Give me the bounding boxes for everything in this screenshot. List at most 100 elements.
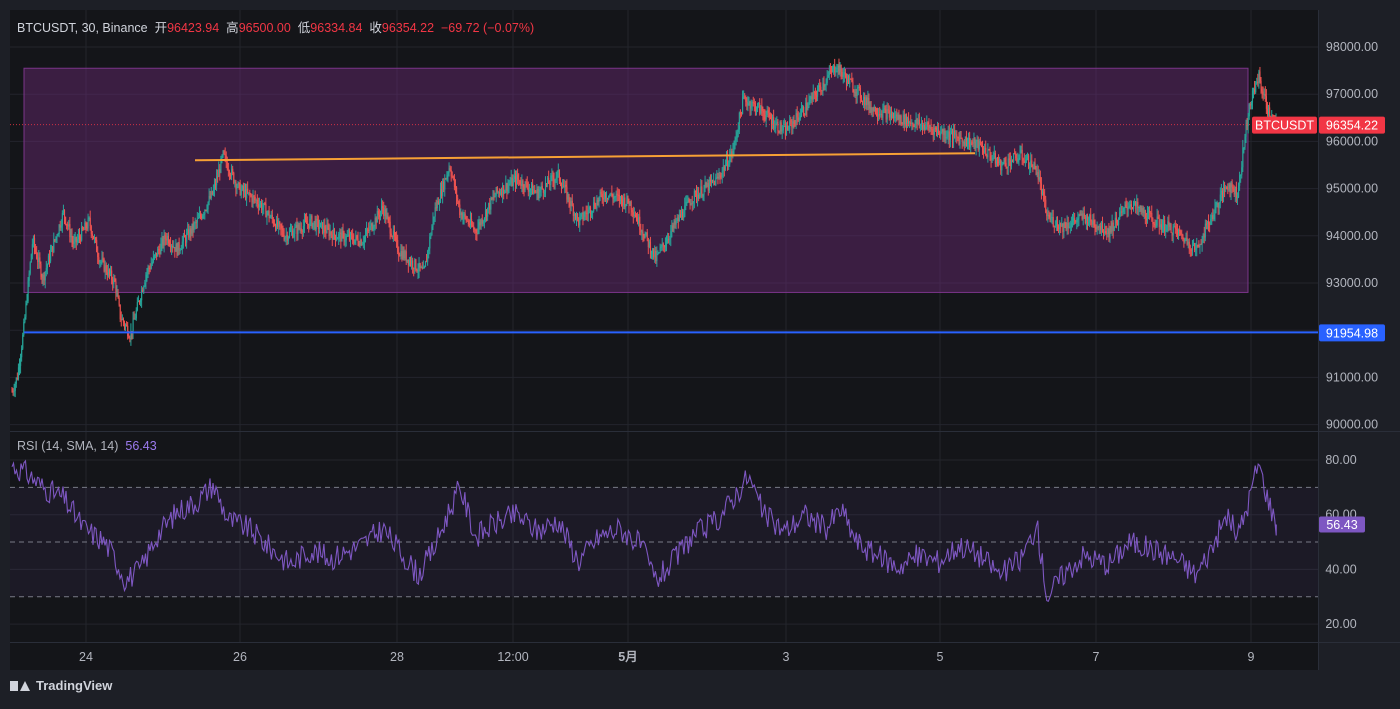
candle-body — [863, 96, 865, 102]
candle-body — [84, 222, 86, 230]
candle-body — [1126, 206, 1128, 210]
candle-body — [82, 227, 84, 230]
candle-body — [372, 228, 374, 231]
candle-body — [728, 164, 730, 167]
candle-body — [685, 202, 687, 206]
candle-body — [569, 202, 571, 207]
candle-body — [487, 207, 489, 217]
candle-body — [789, 120, 791, 130]
rsi-label[interactable]: RSI (14, SMA, 14) — [17, 439, 119, 453]
candle-body — [919, 124, 921, 126]
candle-body — [310, 216, 312, 219]
candle-body — [677, 217, 679, 222]
candle-body — [371, 223, 373, 231]
candle-body — [403, 251, 405, 259]
candle-body — [1100, 221, 1103, 230]
candle-body — [813, 91, 815, 93]
candle-body — [618, 194, 620, 202]
candle-body — [606, 198, 608, 200]
candle-body — [594, 202, 596, 208]
candle-body — [1073, 218, 1075, 222]
candle-body — [367, 229, 369, 231]
candle-body — [450, 170, 452, 177]
candle-body — [681, 211, 683, 218]
candle-body — [215, 183, 217, 186]
candle-body — [266, 213, 268, 218]
candle-body — [890, 113, 893, 118]
candle-body — [818, 85, 820, 91]
candle-body — [758, 103, 760, 105]
candle-body — [257, 204, 259, 208]
candle-body — [916, 119, 918, 124]
candle-body — [255, 199, 257, 201]
candle-body — [924, 124, 926, 130]
candle-body — [497, 191, 499, 193]
candle-body — [946, 136, 948, 138]
candle-body — [220, 157, 222, 173]
candle-body — [91, 234, 93, 237]
candle-body — [701, 186, 703, 197]
candle-body — [306, 220, 308, 224]
candle-body — [496, 187, 498, 193]
candle-body — [1232, 187, 1234, 189]
candle-body — [716, 176, 718, 178]
candle-body — [1144, 210, 1146, 219]
candle-body — [346, 235, 348, 237]
candle-body — [731, 151, 733, 156]
candle-body — [1052, 217, 1054, 226]
symbol-label[interactable]: BTCUSDT, 30, Binance — [17, 21, 148, 35]
candle-body — [998, 161, 1000, 164]
candle-body — [1183, 239, 1185, 243]
candle-body — [105, 265, 107, 273]
candle-body — [1030, 160, 1032, 168]
candle-body — [1238, 185, 1240, 198]
candle-body — [1266, 108, 1269, 115]
candle-body — [1178, 229, 1180, 236]
candle-body — [1262, 91, 1264, 95]
candle-body — [325, 231, 327, 233]
candle-body — [488, 203, 490, 208]
candle-body — [1109, 226, 1111, 237]
candle-body — [1259, 71, 1261, 81]
candle-body — [864, 96, 866, 106]
candle-body — [1201, 242, 1203, 245]
candle-body — [207, 202, 209, 210]
candle-body — [130, 331, 132, 339]
candle-body — [45, 267, 47, 272]
candle-body — [1060, 222, 1062, 227]
candle-body — [905, 114, 908, 127]
candle-body — [790, 120, 792, 122]
candle-body — [817, 90, 819, 97]
candle-body — [1130, 204, 1133, 208]
open-value: 96423.94 — [167, 21, 220, 35]
candle-body — [961, 138, 963, 142]
tradingview-brand[interactable]: TradingView — [10, 678, 112, 693]
candle-body — [978, 140, 980, 150]
candle-body — [17, 367, 20, 380]
candle-body — [16, 377, 18, 380]
candle-body — [1001, 164, 1003, 171]
candle-body — [1081, 213, 1083, 220]
candle-body — [942, 129, 944, 135]
price-tick-label: 97000.00 — [1326, 87, 1378, 101]
candle-body — [943, 131, 945, 135]
candle-body — [56, 236, 58, 238]
candle-body — [506, 183, 508, 192]
candle-body — [201, 216, 203, 219]
candle-body — [1021, 149, 1023, 159]
candle-body — [18, 365, 21, 368]
close-value: 96354.22 — [381, 21, 435, 35]
candle-body — [182, 235, 184, 242]
candle-body — [954, 130, 956, 135]
candle-body — [70, 236, 72, 238]
candle-body — [127, 325, 129, 336]
candle-body — [732, 150, 734, 156]
candle-body — [1093, 220, 1095, 227]
candle-body — [535, 191, 537, 193]
candle-body — [101, 258, 103, 262]
candle-body — [849, 78, 851, 84]
candle-body — [845, 77, 848, 85]
candle-body — [1064, 222, 1066, 228]
candle-body — [153, 255, 156, 257]
